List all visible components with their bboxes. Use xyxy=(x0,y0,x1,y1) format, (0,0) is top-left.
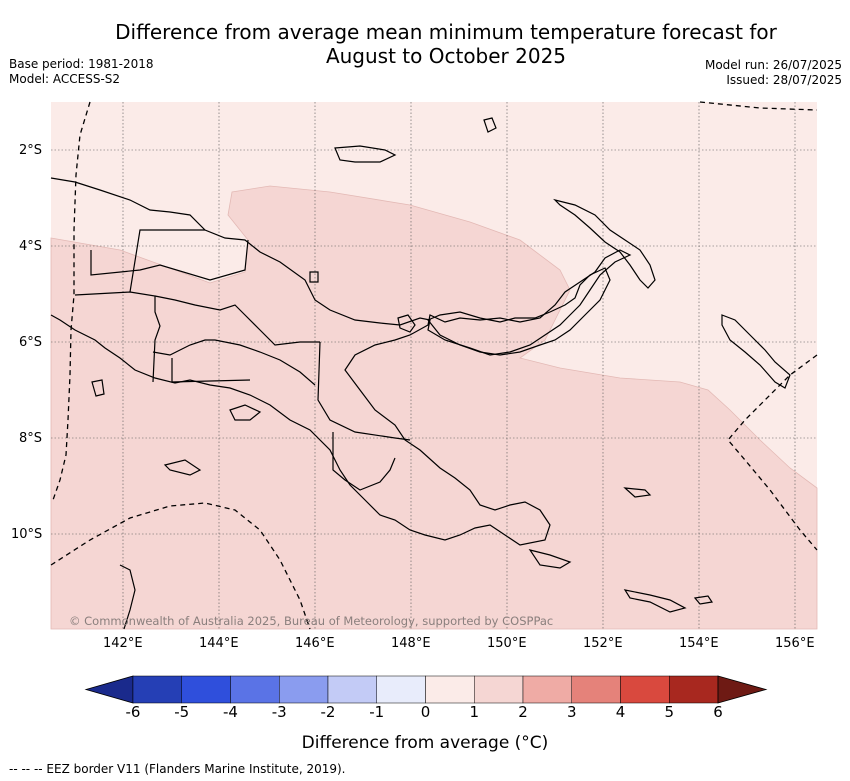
colorbar-swatch xyxy=(181,675,231,704)
land-outlines xyxy=(50,117,791,630)
colorbar-tick-label: 2 xyxy=(518,703,528,721)
colorbar-extend-high xyxy=(717,675,768,704)
title-line-2: August to October 2025 xyxy=(325,44,567,68)
meta-left: Base period: 1981-2018 Model: ACCESS-S2 xyxy=(9,57,154,87)
title-line-1: Difference from average mean minimum tem… xyxy=(115,20,777,44)
eez-border xyxy=(50,101,818,630)
copyright-notice: © Commonwealth of Australia 2025, Bureau… xyxy=(69,614,554,628)
colorbar-swatch xyxy=(669,675,719,704)
colorbar-tick-label: 6 xyxy=(713,703,723,721)
colorbar-tick-label: -3 xyxy=(271,703,287,721)
eez-legend: -- -- -- EEZ border V11 (Flanders Marine… xyxy=(9,762,346,776)
meta-right: Model run: 26/07/2025 Issued: 28/07/2025 xyxy=(705,58,842,88)
lat-label: 4°S xyxy=(19,239,43,254)
colorbar-swatch xyxy=(522,675,572,704)
lon-label: 152°E xyxy=(583,636,623,651)
colorbar-tick-label: -1 xyxy=(369,703,385,721)
lon-label: 150°E xyxy=(487,636,527,651)
colorbar-tick-label: 3 xyxy=(566,703,577,721)
graticule xyxy=(51,102,817,629)
colorbar-swatch xyxy=(376,675,426,704)
colorbar-swatch xyxy=(327,675,377,704)
colorbar-tick-label: -6 xyxy=(125,703,141,721)
map-title: Difference from average mean minimum tem… xyxy=(90,20,802,68)
colorbar-swatch xyxy=(620,675,670,704)
colorbar-swatch xyxy=(230,675,280,704)
lon-label: 142°E xyxy=(103,636,143,651)
lat-label: 2°S xyxy=(19,143,43,158)
colorbar-tick-label: 5 xyxy=(664,703,675,721)
colorbar-swatch xyxy=(474,675,524,704)
lon-label: 148°E xyxy=(391,636,431,651)
lat-label: 10°S xyxy=(11,527,43,542)
colorbar-swatch xyxy=(279,675,329,704)
colorbar-tick-label: 4 xyxy=(615,703,626,721)
model-run: Model run: 26/07/2025 xyxy=(704,58,842,72)
colorbar-extend-low xyxy=(84,675,134,704)
lon-label: 144°E xyxy=(199,636,239,651)
lon-label: 156°E xyxy=(775,636,815,651)
colorbar-swatch xyxy=(132,675,182,704)
lat-label: 8°S xyxy=(19,431,43,446)
lon-label: 154°E xyxy=(679,636,719,651)
lat-label: 6°S xyxy=(19,335,43,350)
colorbar-tick-label: -5 xyxy=(174,703,190,721)
lon-label: 146°E xyxy=(295,636,335,651)
colorbar-tick-label: 0 xyxy=(420,703,431,721)
colorbar-swatch xyxy=(425,675,475,704)
base-period: Base period: 1981-2018 xyxy=(9,57,154,71)
colorbar-tick-label: 1 xyxy=(469,703,480,721)
model-name: Model: ACCESS-S2 xyxy=(9,72,121,86)
colorbar-tick-label: -2 xyxy=(320,703,336,721)
issued-date: Issued: 28/07/2025 xyxy=(726,73,842,87)
colorbar-swatch xyxy=(571,675,621,704)
colorbar xyxy=(84,675,768,704)
colorbar-label: Difference from average (°C) xyxy=(301,733,549,753)
colorbar-tick-label: -4 xyxy=(223,703,238,721)
